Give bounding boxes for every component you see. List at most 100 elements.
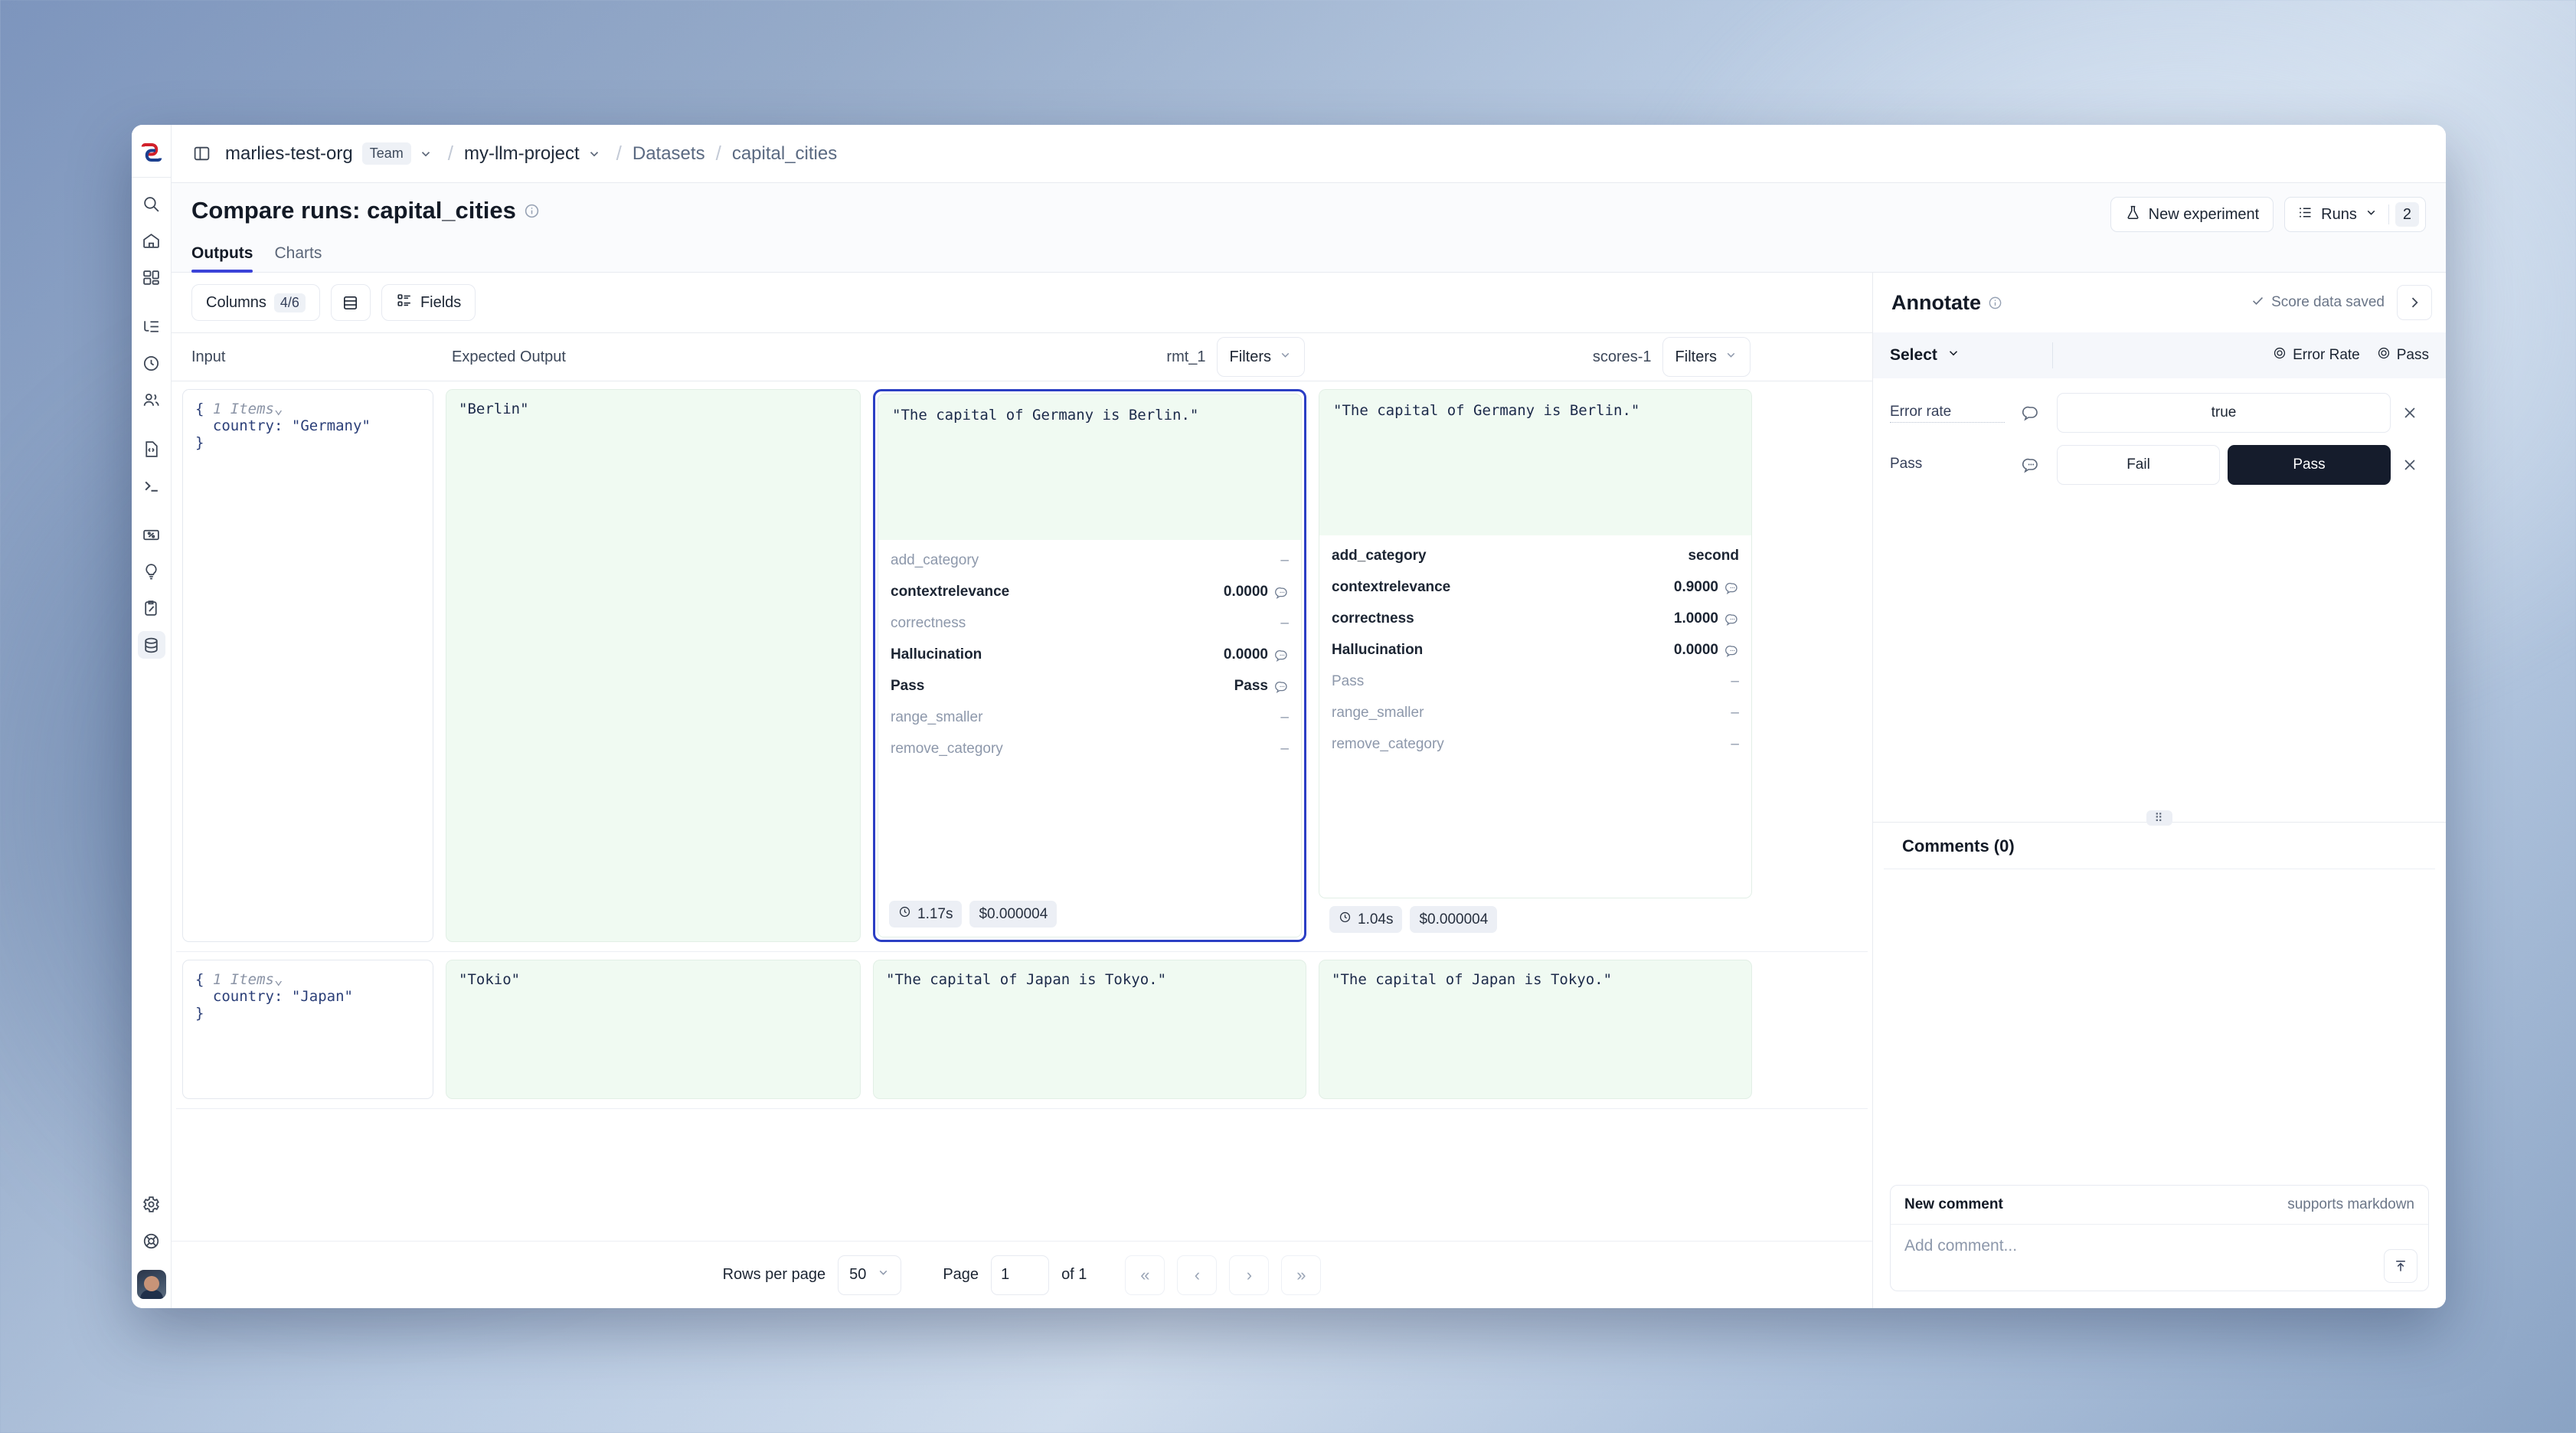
fail-button[interactable]: Fail <box>2057 445 2220 485</box>
cell-input[interactable]: { 1 Items⌄ country: "Japan" } <box>176 960 440 1099</box>
metric-chip-error-rate[interactable]: Error Rate <box>2273 346 2360 365</box>
run2-output-card[interactable]: "The capital of Japan is Tokyo." <box>1319 960 1752 1099</box>
run2-name[interactable]: scores-1 <box>1592 348 1652 365</box>
score-row[interactable]: add_category second <box>1332 540 1739 571</box>
panel-toggle-icon[interactable] <box>188 141 214 167</box>
cell-input[interactable]: { 1 Items⌄ country: "Germany" } <box>176 389 440 942</box>
comment-bubble-icon[interactable] <box>1725 643 1739 657</box>
pass-button[interactable]: Pass <box>2228 445 2391 485</box>
cell-run1[interactable]: "The capital of Germany is Berlin." add_… <box>867 389 1313 942</box>
comment-input-area[interactable]: Add comment... <box>1891 1225 2428 1291</box>
tab-charts[interactable]: Charts <box>274 244 322 262</box>
annotate-select-dropdown[interactable]: Select <box>1890 346 1960 365</box>
column-header-input[interactable]: Input <box>191 348 226 365</box>
run1-name[interactable]: rmt_1 <box>1166 348 1206 365</box>
app-logo-icon[interactable] <box>138 139 165 166</box>
info-icon[interactable] <box>524 203 540 219</box>
avatar[interactable] <box>136 1270 166 1299</box>
dashboard-grid-icon[interactable] <box>138 263 165 291</box>
score-row[interactable]: remove_category – <box>891 733 1289 764</box>
runs-selector[interactable]: Runs 2 <box>2284 197 2426 232</box>
prompt-file-icon[interactable] <box>138 435 165 463</box>
search-icon[interactable] <box>138 190 165 218</box>
history-clock-icon[interactable] <box>138 349 165 377</box>
score-row[interactable]: add_category – <box>891 545 1289 576</box>
run1-card-selected[interactable]: "The capital of Germany is Berlin." add_… <box>873 389 1306 942</box>
input-json-card[interactable]: { 1 Items⌄ country: "Germany" } <box>182 389 433 942</box>
rows-per-page-select[interactable]: 50 <box>838 1255 902 1295</box>
cell-run2[interactable]: "The capital of Germany is Berlin." add_… <box>1313 389 1758 942</box>
score-row[interactable]: contextrelevance 0.0000 <box>891 576 1289 607</box>
comment-bubble-icon[interactable] <box>1275 585 1289 599</box>
cell-expected-output[interactable]: "Tokio" <box>440 960 867 1099</box>
comment-bubble-icon[interactable] <box>2005 456 2057 474</box>
comment-bubble-icon[interactable] <box>1275 648 1289 662</box>
run2-filters-button[interactable]: Filters <box>1662 337 1751 377</box>
sidebar-item-datasets[interactable] <box>137 631 165 659</box>
comment-bubble-icon[interactable] <box>1725 581 1739 594</box>
run1-filters-button[interactable]: Filters <box>1216 337 1305 377</box>
playground-clipboard-icon[interactable] <box>138 594 165 622</box>
run2-card[interactable]: "The capital of Germany is Berlin." add_… <box>1319 389 1752 942</box>
score-row[interactable]: range_smaller – <box>1332 697 1739 728</box>
input-json-card[interactable]: { 1 Items⌄ country: "Japan" } <box>182 960 433 1099</box>
breadcrumb-datasets[interactable]: Datasets <box>632 142 705 164</box>
cell-run1[interactable]: "The capital of Japan is Tokyo." <box>867 960 1313 1099</box>
chevron-down-icon-json1[interactable]: ⌄ <box>273 401 283 417</box>
chevron-down-icon-project[interactable] <box>587 147 601 161</box>
breadcrumb-dataset[interactable]: capital_cities <box>731 142 838 164</box>
breadcrumb-project[interactable]: my-llm-project <box>463 142 580 164</box>
score-value: – <box>1280 740 1289 757</box>
run1-output-card[interactable]: "The capital of Japan is Tokyo." <box>873 960 1306 1099</box>
cell-run2[interactable]: "The capital of Japan is Tokyo." <box>1313 960 1758 1099</box>
new-experiment-button[interactable]: New experiment <box>2110 197 2274 232</box>
column-header-expected-output[interactable]: Expected Output <box>452 348 566 365</box>
metric-chip-pass[interactable]: Pass <box>2377 346 2429 365</box>
home-icon[interactable] <box>138 227 165 254</box>
score-row[interactable]: Hallucination 0.0000 <box>891 639 1289 670</box>
tab-outputs[interactable]: Outputs <box>191 244 253 273</box>
help-lifebuoy-icon[interactable] <box>138 1227 165 1255</box>
score-row[interactable]: Pass Pass <box>891 670 1289 702</box>
comment-bubble-icon[interactable] <box>1725 612 1739 626</box>
score-row[interactable]: contextrelevance 0.9000 <box>1332 571 1739 603</box>
users-icon[interactable] <box>138 386 165 414</box>
first-page-button[interactable]: « <box>1125 1255 1165 1295</box>
page-input[interactable]: 1 <box>991 1255 1050 1295</box>
columns-button[interactable]: Columns 4/6 <box>191 284 320 321</box>
settings-gear-icon[interactable] <box>138 1190 165 1218</box>
cell-expected-output[interactable]: "Berlin" <box>440 389 867 942</box>
score-row[interactable]: Pass – <box>1332 666 1739 697</box>
drag-dots-icon[interactable]: ⠿ <box>2146 810 2172 826</box>
next-page-button[interactable]: › <box>1229 1255 1270 1295</box>
comment-bubble-icon[interactable] <box>2005 404 2057 422</box>
breadcrumb-org[interactable]: marlies-test-org <box>225 142 353 164</box>
expected-output-card[interactable]: "Tokio" <box>446 960 861 1099</box>
score-row[interactable]: correctness – <box>891 607 1289 639</box>
error-rate-value-input[interactable]: true <box>2057 393 2391 433</box>
submit-comment-button[interactable] <box>2384 1249 2417 1283</box>
runs-left[interactable]: Runs <box>2285 198 2388 231</box>
clear-error-rate-icon[interactable] <box>2391 404 2429 421</box>
chevron-down-icon[interactable] <box>419 147 433 161</box>
score-row[interactable]: correctness 1.0000 <box>1332 603 1739 634</box>
collapse-panel-button[interactable] <box>2397 285 2432 320</box>
info-icon[interactable] <box>1988 296 2002 310</box>
chevron-down-icon-json2[interactable]: ⌄ <box>273 971 283 988</box>
comment-bubble-icon[interactable] <box>1275 679 1289 693</box>
terminal-icon[interactable] <box>138 472 165 499</box>
clear-pass-icon[interactable] <box>2391 456 2429 473</box>
expected-output-card[interactable]: "Berlin" <box>446 389 861 942</box>
score-row[interactable]: range_smaller – <box>891 702 1289 733</box>
score-row[interactable]: Hallucination 0.0000 <box>1332 634 1739 666</box>
traces-tree-icon[interactable] <box>138 312 165 340</box>
header-actions: New experiment Runs <box>2110 197 2426 232</box>
panel-resize-handle[interactable]: ⠿ <box>1873 810 2446 826</box>
row-height-icon[interactable] <box>330 284 371 321</box>
score-row[interactable]: remove_category – <box>1332 728 1739 760</box>
last-page-button[interactable]: » <box>1281 1255 1322 1295</box>
prev-page-button[interactable]: ‹ <box>1177 1255 1218 1295</box>
fields-button[interactable]: Fields <box>381 284 476 321</box>
evaluations-percent-icon[interactable] <box>138 521 165 548</box>
insights-lightbulb-icon[interactable] <box>138 558 165 585</box>
